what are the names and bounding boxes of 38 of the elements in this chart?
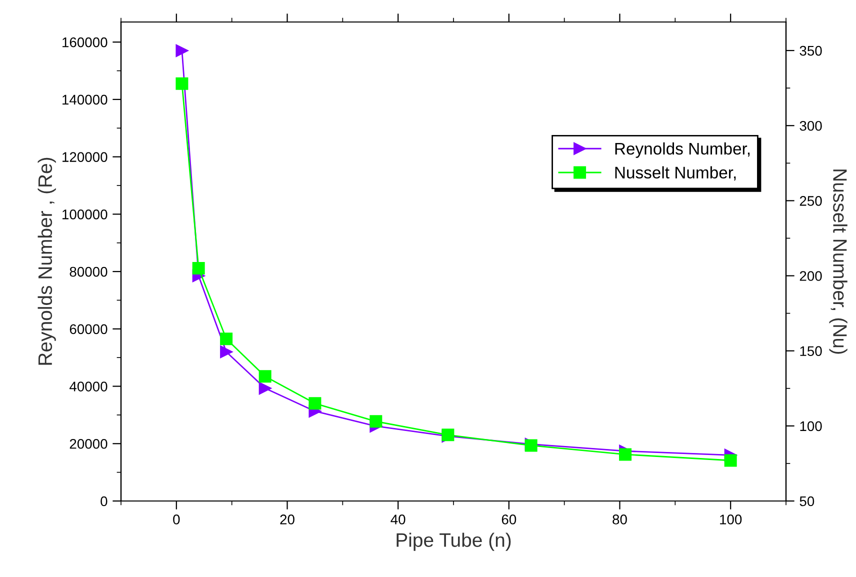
point bbox=[220, 332, 233, 346]
y2-tick-label: 300 bbox=[800, 120, 822, 131]
point bbox=[724, 454, 737, 467]
y2-axis-title: Nusselt Number, (Nu) bbox=[829, 170, 848, 354]
point bbox=[220, 346, 233, 358]
x-tick-label: 100 bbox=[720, 514, 742, 524]
y2-tick-label: 150 bbox=[800, 346, 822, 356]
y-tick-label: 80000 bbox=[70, 266, 108, 277]
point bbox=[176, 44, 188, 57]
point bbox=[258, 382, 272, 395]
x-tick-label: 20 bbox=[280, 514, 294, 524]
y2-tick-label: 100 bbox=[800, 421, 822, 432]
y-tick-label: 160000 bbox=[62, 37, 108, 48]
y-tick-label: 20000 bbox=[70, 438, 108, 449]
y-tick-label: 140000 bbox=[62, 94, 108, 105]
point bbox=[619, 448, 632, 461]
x-tick-label: 60 bbox=[502, 514, 516, 524]
y2-tick-label: 50 bbox=[800, 496, 814, 506]
x-axis-title: Pipe Tube (n) bbox=[396, 532, 511, 551]
legend-label: Nusselt Number, bbox=[615, 166, 736, 180]
point bbox=[308, 397, 322, 410]
point bbox=[192, 262, 205, 275]
point bbox=[370, 415, 382, 428]
y-axis-title: Reynolds Number , (Re) bbox=[38, 158, 56, 365]
y2-tick-label: 350 bbox=[800, 46, 822, 56]
y-tick-label: 0 bbox=[100, 496, 108, 506]
y-tick-label: 120000 bbox=[62, 152, 108, 162]
y2-tick-label: 250 bbox=[800, 196, 822, 206]
y-tick-label: 100000 bbox=[62, 210, 108, 220]
y-tick-label: 60000 bbox=[70, 324, 108, 334]
x-tick-label: 40 bbox=[390, 514, 406, 524]
x-tick-label: 0 bbox=[173, 514, 180, 524]
point bbox=[176, 77, 188, 90]
y2-tick-label: 200 bbox=[800, 271, 822, 281]
legend-label: Reynolds Number, bbox=[615, 142, 750, 158]
y-tick-label: 40000 bbox=[70, 382, 108, 392]
point bbox=[258, 370, 272, 383]
x-tick-label: 80 bbox=[612, 514, 627, 524]
